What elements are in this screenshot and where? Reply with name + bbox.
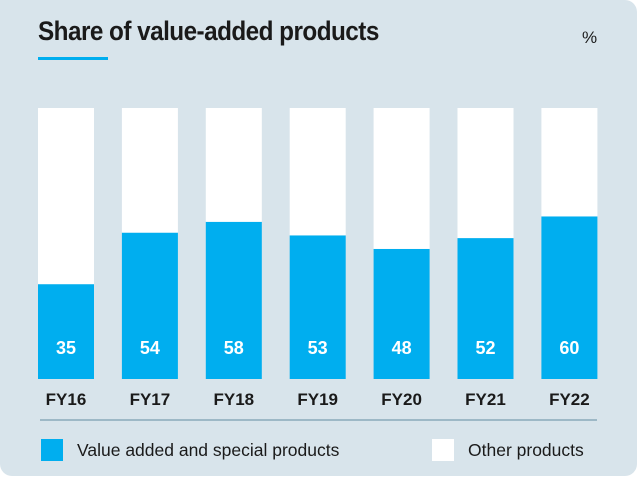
bar-value-added-fy16 — [38, 284, 94, 379]
bar-other-fy21 — [457, 108, 514, 239]
x-tick-fy18: FY18 — [213, 390, 254, 409]
legend-swatch-other-products — [432, 439, 454, 461]
legend-swatch-value-added — [41, 439, 63, 461]
bar-chart: 35 FY16 54 FY17 58 FY18 53 FY19 48 FY20 52 FY21 60 FY… — [38, 108, 598, 409]
unit-label: % — [582, 28, 598, 47]
data-label-fy22: 60 — [559, 338, 579, 358]
data-label-fy19: 53 — [308, 338, 328, 358]
legend-label-other-products: Other products — [468, 439, 584, 460]
x-tick-fy19: FY19 — [297, 390, 338, 409]
legend-item-other-products: Other products — [432, 439, 584, 461]
bar-other-fy18 — [205, 108, 262, 222]
bar-other-fy17 — [121, 108, 178, 233]
bar-value-added-fy20 — [373, 248, 430, 379]
bar-other-fy20 — [373, 108, 430, 249]
title-underline — [38, 57, 108, 60]
bar-value-added-fy17 — [121, 232, 178, 379]
bar-other-fy16 — [38, 108, 94, 285]
legend-item-value-added: Value added and special products — [41, 439, 339, 461]
bar-other-fy22 — [541, 108, 598, 217]
bar-other-fy19 — [289, 108, 346, 236]
x-tick-fy22: FY22 — [549, 390, 590, 409]
data-label-fy16: 35 — [56, 338, 76, 358]
legend-divider — [40, 419, 597, 421]
chart-title: Share of value-added products — [38, 16, 379, 46]
x-tick-fy20: FY20 — [381, 390, 422, 409]
bar-value-added-fy22 — [541, 216, 598, 379]
data-label-fy20: 48 — [392, 338, 412, 358]
data-label-fy18: 58 — [224, 338, 244, 358]
bar-value-added-fy18 — [205, 221, 262, 379]
bar-value-added-fy21 — [457, 238, 514, 379]
x-tick-fy21: FY21 — [465, 390, 506, 409]
data-label-fy21: 52 — [475, 338, 495, 358]
legend-label-value-added: Value added and special products — [77, 439, 340, 460]
x-tick-fy16: FY16 — [46, 390, 87, 409]
data-label-fy17: 54 — [140, 338, 160, 358]
bar-value-added-fy19 — [289, 235, 346, 379]
x-tick-fy17: FY17 — [130, 390, 171, 409]
